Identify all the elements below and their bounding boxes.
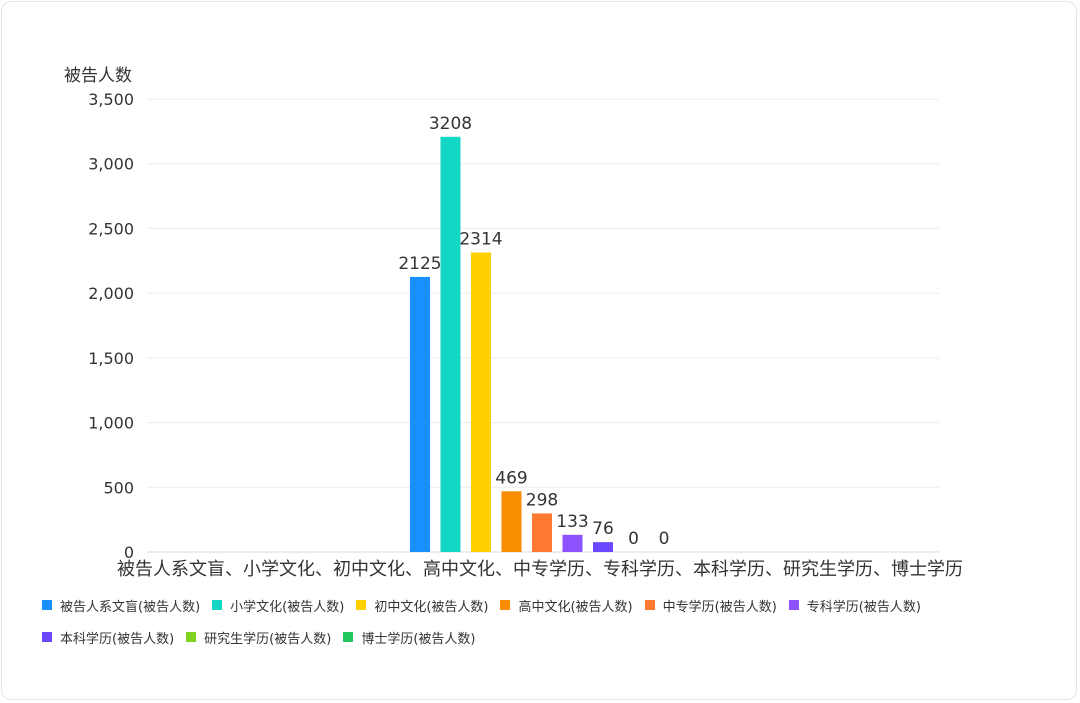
- value-label: 298: [526, 490, 558, 510]
- legend-item[interactable]: 专科学历(被告人数): [788, 596, 921, 615]
- gridlines: [147, 98, 939, 553]
- legend-item[interactable]: 博士学历(被告人数): [343, 628, 476, 647]
- value-label: 133: [556, 512, 588, 532]
- bar[interactable]: [471, 252, 491, 552]
- legend-item[interactable]: 本科学历(被告人数): [42, 628, 175, 647]
- legend-label: 本科学历(被告人数): [60, 631, 175, 647]
- y-tick-label: 3,000: [88, 155, 134, 174]
- value-label: 76: [592, 519, 614, 539]
- legend-item[interactable]: 研究生学历(被告人数): [186, 628, 332, 647]
- bars: [410, 136, 613, 552]
- legend-swatch: [186, 632, 197, 642]
- legend-label: 博士学历(被告人数): [361, 631, 476, 647]
- y-tick-label: 2,500: [88, 219, 134, 238]
- value-label: 2125: [398, 254, 441, 274]
- legend-swatch: [212, 600, 223, 610]
- legend-swatch: [788, 600, 799, 610]
- bar[interactable]: [562, 534, 583, 552]
- value-label: 3208: [429, 114, 472, 134]
- legend-item[interactable]: 被告人系文盲(被告人数): [42, 596, 201, 615]
- y-tick-label: 500: [103, 478, 134, 497]
- bar[interactable]: [532, 513, 552, 552]
- bar[interactable]: [593, 542, 613, 552]
- legend-swatch: [42, 600, 52, 610]
- y-tick-label: 1,500: [88, 349, 134, 368]
- legend-label: 初中文化(被告人数): [374, 599, 489, 615]
- legend-label: 专科学历(被告人数): [806, 599, 921, 615]
- legend-item[interactable]: 小学文化(被告人数): [212, 596, 345, 615]
- legend-label: 小学文化(被告人数): [230, 599, 345, 615]
- legend-label: 中专学历(被告人数): [662, 599, 777, 615]
- y-axis-ticks: 0 500 1,000 1,500 2,000 2,500 3,000 3,500: [88, 90, 134, 562]
- legend-label: 研究生学历(被告人数): [204, 631, 332, 647]
- value-label: 2314: [459, 230, 502, 250]
- legend-item[interactable]: 初中文化(被告人数): [356, 596, 489, 615]
- bar[interactable]: [410, 276, 430, 552]
- y-tick-label: 3,500: [88, 90, 134, 109]
- legend-swatch: [500, 600, 511, 610]
- legend-label: 高中文化(被告人数): [518, 599, 633, 615]
- legend-item[interactable]: 高中文化(被告人数): [500, 596, 633, 615]
- legend-swatch: [644, 600, 655, 610]
- legend-swatch: [343, 632, 354, 642]
- bar[interactable]: [440, 136, 461, 552]
- y-tick-label: 1,000: [88, 414, 134, 433]
- legend-item[interactable]: 中专学历(被告人数): [644, 596, 777, 615]
- legend-swatch: [356, 600, 367, 610]
- value-label: 0: [659, 529, 670, 549]
- value-label: 469: [495, 468, 527, 488]
- y-tick-label: 2,000: [88, 284, 134, 303]
- legend: 被告人系文盲(被告人数) 小学文化(被告人数) 初中文化(被告人数) 高中文化(被告人…: [42, 596, 1042, 647]
- legend-swatch: [42, 632, 52, 642]
- y-tick-label: 0: [124, 543, 134, 562]
- x-axis-category-label: 被告人系文盲、小学文化、初中文化、高中文化、中专学历、专科学历、本科学历、研究生…: [117, 559, 963, 580]
- bar[interactable]: [501, 491, 522, 552]
- value-label: 0: [628, 529, 639, 549]
- legend-label: 被告人系文盲(被告人数): [60, 599, 201, 615]
- y-axis-label: 被告人数: [64, 66, 132, 86]
